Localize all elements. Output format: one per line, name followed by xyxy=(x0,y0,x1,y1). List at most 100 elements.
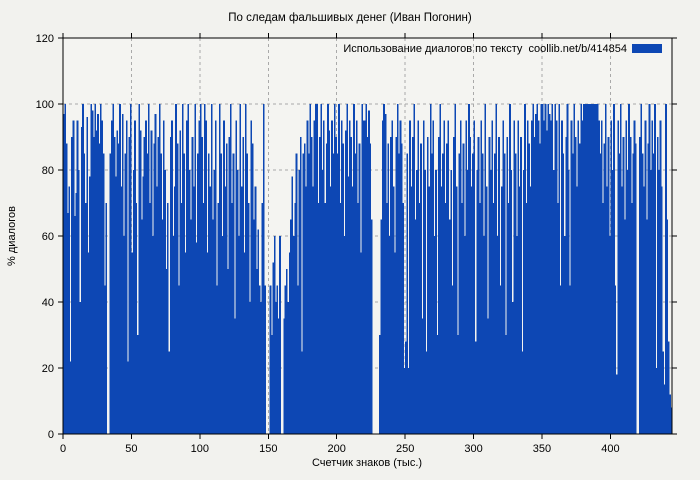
bar xyxy=(324,203,327,434)
bar xyxy=(414,219,417,434)
bar xyxy=(432,120,435,434)
bar xyxy=(287,302,290,434)
bar xyxy=(492,203,495,434)
bar xyxy=(269,285,272,434)
bar xyxy=(654,104,656,434)
bar xyxy=(139,130,142,434)
bar xyxy=(329,186,332,434)
bar xyxy=(488,137,491,434)
bar xyxy=(305,186,307,434)
bar xyxy=(669,394,671,434)
bar xyxy=(130,104,132,434)
bar xyxy=(580,104,582,434)
bar xyxy=(75,193,77,434)
bar xyxy=(433,236,436,434)
bar xyxy=(193,186,195,434)
bar xyxy=(617,120,619,434)
bar xyxy=(147,104,150,434)
bar xyxy=(180,203,183,434)
bar xyxy=(73,216,76,434)
bar xyxy=(156,186,158,434)
bar xyxy=(349,120,351,434)
bar xyxy=(588,104,591,434)
bar xyxy=(463,236,466,434)
bar xyxy=(240,186,243,434)
bar xyxy=(628,104,630,434)
y-tick-label: 20 xyxy=(42,363,54,375)
bar xyxy=(292,236,295,434)
bar xyxy=(551,104,554,434)
bar xyxy=(630,203,633,434)
bar xyxy=(121,113,124,435)
bar xyxy=(394,252,396,434)
bar xyxy=(150,130,153,434)
bar xyxy=(558,104,561,434)
bar xyxy=(395,137,398,434)
bar xyxy=(514,153,517,434)
bar xyxy=(647,143,650,434)
bar xyxy=(146,153,149,434)
bar xyxy=(243,252,246,434)
bar xyxy=(543,120,546,434)
bar xyxy=(640,104,643,434)
bar xyxy=(264,285,266,434)
bar xyxy=(298,170,301,434)
bar xyxy=(136,335,139,434)
bar xyxy=(302,153,305,434)
bar xyxy=(250,120,253,434)
bar xyxy=(168,351,171,434)
bar xyxy=(91,110,94,434)
bar xyxy=(522,170,525,434)
bar xyxy=(600,120,603,434)
bar xyxy=(470,186,473,434)
bar xyxy=(342,143,344,434)
bar xyxy=(513,120,515,434)
bar xyxy=(487,318,489,434)
bar xyxy=(428,186,431,434)
bar xyxy=(559,285,562,434)
legend-swatch xyxy=(632,44,662,53)
bar xyxy=(175,104,177,434)
bar xyxy=(314,104,317,434)
bar xyxy=(599,153,602,434)
bar xyxy=(446,143,448,434)
bar xyxy=(346,104,348,434)
bar xyxy=(124,153,127,434)
bar xyxy=(86,117,88,434)
bar xyxy=(201,137,203,434)
bar xyxy=(318,137,321,434)
bar xyxy=(661,186,663,434)
bar xyxy=(385,203,388,434)
bar xyxy=(167,203,169,434)
bar xyxy=(190,219,192,434)
bar xyxy=(313,120,316,434)
bar xyxy=(421,318,424,434)
bar xyxy=(277,318,280,434)
bar xyxy=(257,229,259,434)
bar xyxy=(101,120,103,434)
bar xyxy=(517,120,520,434)
bar xyxy=(524,104,526,434)
x-tick-label: 200 xyxy=(328,443,346,455)
bar xyxy=(294,203,296,434)
bar xyxy=(154,113,157,435)
bar xyxy=(145,120,147,434)
bar xyxy=(368,110,370,434)
bar xyxy=(254,186,257,434)
bar xyxy=(83,153,86,434)
bar xyxy=(585,104,588,434)
bar xyxy=(321,170,324,434)
bar xyxy=(380,219,383,434)
bar xyxy=(639,137,641,434)
bar xyxy=(499,285,502,434)
bar xyxy=(533,137,536,434)
bar xyxy=(251,143,254,434)
bar xyxy=(507,203,510,434)
bar xyxy=(515,236,518,434)
bar xyxy=(224,186,227,434)
bar xyxy=(632,153,634,434)
bar xyxy=(120,186,123,434)
bar xyxy=(357,203,359,434)
bar xyxy=(602,203,604,434)
bar xyxy=(613,104,615,434)
